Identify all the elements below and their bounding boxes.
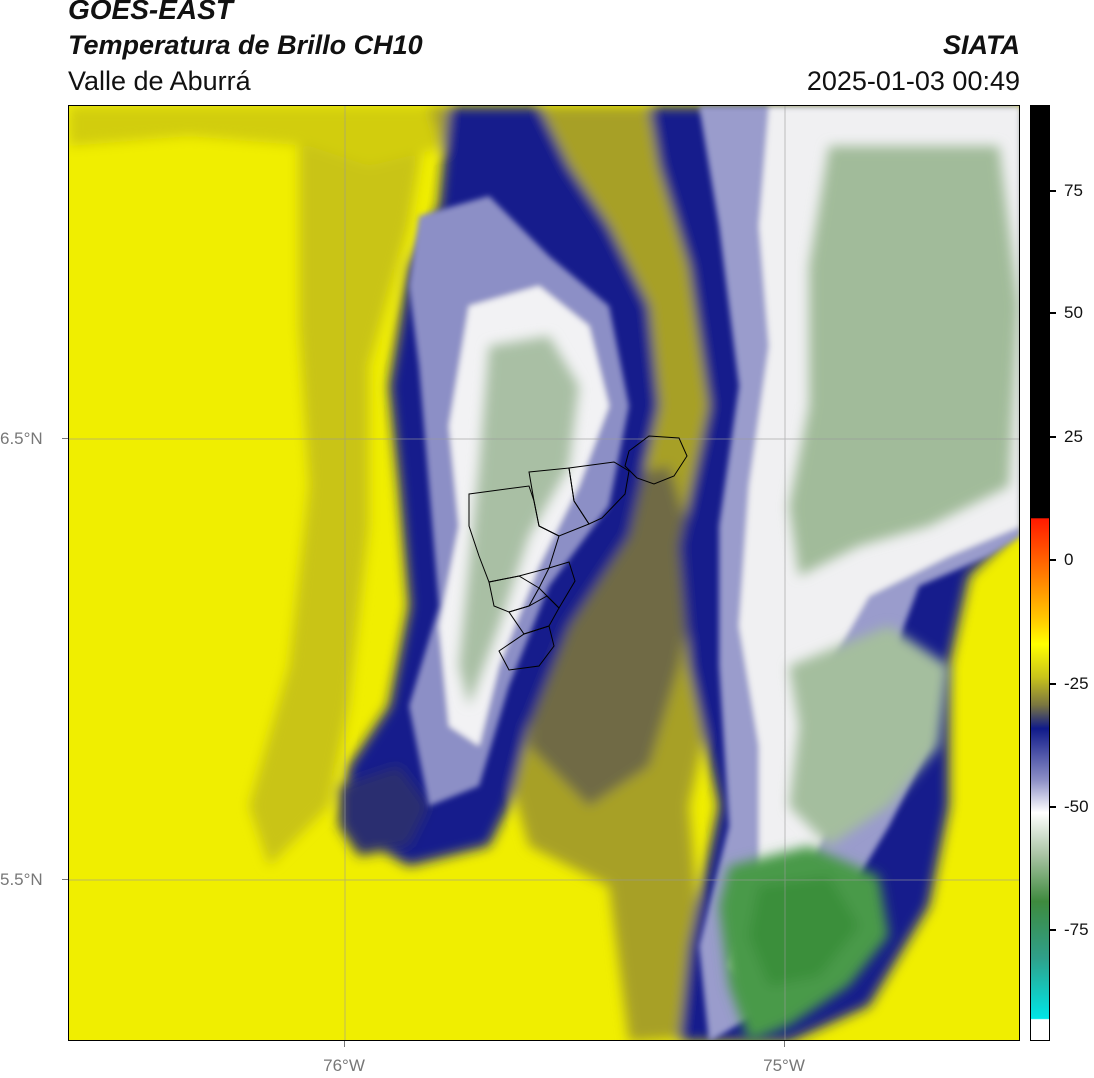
- lat-tick-6.5: [62, 438, 68, 439]
- cbar-label-50: 50: [1064, 303, 1083, 322]
- satellite-title: GOES-EAST: [68, 0, 233, 25]
- cbar-tick-minus25: [1050, 683, 1056, 685]
- cbar-tick-75: [1050, 190, 1056, 192]
- lat-label-6.5: 6.5°N: [0, 429, 43, 448]
- green-zone-west: [459, 336, 579, 706]
- lon-tick-75: [784, 1041, 785, 1047]
- lon-label-75: 75°W: [763, 1056, 805, 1075]
- green-zone-east: [789, 146, 1019, 576]
- timestamp-label: 2025-01-03 00:49: [806, 66, 1020, 96]
- lat-tick-5.5: [62, 879, 68, 880]
- cbar-tick-minus50: [1050, 806, 1056, 808]
- cbar-tick-minus75: [1050, 929, 1056, 931]
- cbar-tick-0: [1050, 559, 1056, 561]
- navy-blob-southwest: [339, 766, 429, 856]
- lat-label-5.5: 5.5°N: [0, 870, 43, 889]
- cbar-tick-50: [1050, 312, 1056, 314]
- municipality-boundaries: [468, 435, 688, 671]
- region-subtitle: Valle de Aburrá: [68, 66, 251, 96]
- product-title: Temperatura de Brillo CH10: [68, 30, 423, 60]
- brightness-temperature-map[interactable]: [68, 105, 1020, 1041]
- cbar-label-75: 75: [1064, 181, 1083, 200]
- green-zone-southeast: [789, 626, 949, 846]
- lon-label-76: 76°W: [323, 1056, 365, 1075]
- cbar-tick-25: [1050, 436, 1056, 438]
- cbar-label-minus50: -50: [1064, 797, 1089, 816]
- map-field: [69, 106, 1019, 1040]
- organization-label: SIATA: [943, 30, 1020, 60]
- cbar-label-minus25: -25: [1064, 674, 1089, 693]
- colorbar: [1030, 105, 1050, 1041]
- colorbar-gradient: [1031, 106, 1049, 1040]
- cbar-label-minus75: -75: [1064, 920, 1089, 939]
- graticule: [69, 106, 1019, 1040]
- olive-region-north: [69, 106, 449, 166]
- olive-region-west: [249, 106, 429, 866]
- cbar-label-25: 25: [1064, 427, 1083, 446]
- green-core-highlight: [749, 876, 859, 986]
- cbar-label-0: 0: [1064, 550, 1074, 569]
- lon-tick-76: [344, 1041, 345, 1047]
